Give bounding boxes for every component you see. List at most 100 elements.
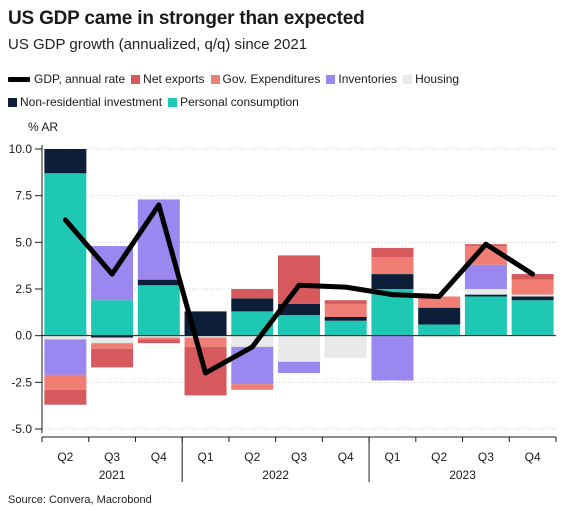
- x-tick-label: Q2: [431, 450, 447, 464]
- bar-segment-non-residential-investment: [137, 279, 180, 286]
- legend-swatch-housing: [403, 75, 413, 84]
- bar-segment-gov-expenditures: [511, 279, 554, 295]
- bar-segment-housing: [231, 335, 274, 347]
- x-axis: Q2 Q3 Q4 Q1 Q2 Q3 Q4 Q1 Q2 Q3 Q4 2021 2022 2023: [41, 436, 557, 482]
- legend-label-housing: Housing: [415, 72, 460, 86]
- bar-segment-housing: [464, 289, 507, 295]
- bar-segment-non-residential-investment: [511, 296, 554, 301]
- year-label: 2023: [449, 468, 476, 482]
- bar-segment-inventories: [278, 361, 320, 373]
- legend-item-net-exports: Net exports: [131, 68, 205, 91]
- legend-item-gdp: GDP, annual rate: [8, 68, 125, 91]
- bar-segment-gov-expenditures: [371, 257, 414, 275]
- year-label: 2022: [262, 468, 289, 482]
- chart-title: US GDP came in stronger than expected: [8, 8, 365, 29]
- bar-segment-personal-consumption: [44, 173, 87, 336]
- bar-segment-non-residential-investment: [464, 294, 507, 297]
- legend-swatch-non-residential: [8, 98, 17, 107]
- year-label: 2021: [99, 468, 126, 482]
- bar-segment-personal-consumption: [278, 315, 320, 336]
- bar-segment-inventories: [44, 339, 87, 375]
- bar-segment-personal-consumption: [511, 300, 554, 336]
- legend-label-gov-expenditures: Gov. Expenditures: [222, 72, 321, 86]
- chart-plot: % AR 10.0 7.5 5.0 2.5 0.0 -2.5 -5.0 Q2 Q3 Q4 Q1 Q2…: [9, 120, 557, 482]
- bar-segment-personal-consumption: [464, 296, 507, 336]
- bar-segment-net-exports: [371, 247, 414, 258]
- bar-segment-net-exports: [231, 289, 274, 299]
- y-tick-label: 2.5: [15, 282, 32, 296]
- bar-segment-housing: [278, 335, 320, 362]
- bar-segment-net-exports: [44, 389, 87, 405]
- legend-label-personal-consumption: Personal consumption: [180, 95, 299, 109]
- bar-segment-non-residential-investment: [418, 307, 461, 325]
- bar-segment-net-exports: [91, 348, 134, 368]
- x-tick-label: Q3: [104, 450, 120, 464]
- bar-segment-housing: [324, 335, 367, 359]
- bar-segment-housing: [418, 335, 461, 338]
- x-tick-label: Q4: [338, 450, 354, 464]
- x-tick-label: Q3: [478, 450, 494, 464]
- bar-segment-housing: [137, 335, 180, 338]
- bar-segment-non-residential-investment: [324, 317, 367, 321]
- y-axis-unit-label: % AR: [28, 120, 58, 134]
- chart-subtitle: US GDP growth (annualized, q/q) since 20…: [8, 36, 308, 53]
- y-tick-label: 5.0: [15, 235, 32, 249]
- bar-segment-gov-expenditures: [91, 343, 134, 349]
- x-tick-label: Q4: [151, 450, 167, 464]
- legend-row-1: GDP, annual rate Net exports Gov. Expend…: [8, 68, 558, 91]
- bar-segment-housing: [91, 337, 134, 344]
- bar-segment-gov-expenditures: [184, 337, 227, 347]
- x-tick-label: Q2: [244, 450, 260, 464]
- y-tick-label: 7.5: [15, 189, 32, 203]
- y-tick-label: -2.5: [11, 375, 32, 389]
- bar-segment-net-exports: [278, 255, 320, 304]
- legend-label-inventories: Inventories: [338, 72, 398, 86]
- x-tick-label: Q3: [291, 450, 307, 464]
- bar-segment-net-exports: [511, 274, 554, 280]
- bar-segment-net-exports: [324, 300, 367, 304]
- bar-segment-gov-expenditures: [231, 384, 274, 390]
- y-tick-label: -5.0: [11, 422, 32, 436]
- bar-segment-housing: [44, 335, 87, 340]
- bar-segment-personal-consumption: [418, 324, 461, 336]
- bar-segment-housing: [511, 294, 554, 297]
- bar-segment-non-residential-investment: [231, 298, 274, 312]
- legend-swatch-gov-expenditures: [210, 75, 220, 84]
- y-axis-ticks: 10.0 7.5 5.0 2.5 0.0 -2.5 -5.0: [9, 142, 43, 436]
- legend-item-personal-consumption: Personal consumption: [168, 91, 299, 114]
- bar-segment-gov-expenditures: [324, 303, 367, 317]
- bar-segment-non-residential-investment: [371, 274, 414, 289]
- source-note: Source: Convera, Macrobond: [8, 494, 152, 506]
- chart-legend: GDP, annual rate Net exports Gov. Expend…: [8, 68, 558, 114]
- y-tick-label: 10.0: [9, 142, 33, 156]
- y-tick-label: 0.0: [15, 329, 32, 343]
- bar-segment-net-exports: [137, 339, 180, 344]
- legend-swatch-net-exports: [131, 75, 141, 84]
- legend-swatch-inventories: [326, 75, 336, 84]
- bar-segment-personal-consumption: [91, 300, 134, 336]
- legend-item-inventories: Inventories: [326, 68, 397, 91]
- bars: [44, 149, 554, 405]
- bar-segment-non-residential-investment: [91, 335, 134, 338]
- bar-segment-housing: [184, 335, 227, 338]
- legend-swatch-personal-consumption: [168, 98, 178, 107]
- legend-label-gdp: GDP, annual rate: [34, 72, 126, 86]
- bar-segment-inventories: [464, 264, 507, 289]
- bar-segment-gov-expenditures: [137, 337, 180, 340]
- gdp-line: [62, 202, 536, 376]
- legend-item-gov-expenditures: Gov. Expenditures: [210, 68, 321, 91]
- bar-segment-non-residential-investment: [44, 149, 87, 174]
- legend-label-net-exports: Net exports: [143, 72, 205, 86]
- legend-item-housing: Housing: [403, 68, 459, 91]
- bar-segment-inventories: [371, 335, 414, 381]
- bar-segment-personal-consumption: [324, 320, 367, 336]
- x-tick-label: Q1: [384, 450, 400, 464]
- legend-row-2: Non-residential investment Personal cons…: [8, 91, 558, 114]
- bar-segment-personal-consumption: [137, 285, 180, 336]
- bar-segment-non-residential-investment: [278, 303, 320, 316]
- x-tick-label: Q1: [198, 450, 214, 464]
- bar-segment-gov-expenditures: [44, 374, 87, 390]
- x-tick-label: Q2: [57, 450, 73, 464]
- bar-segment-gov-expenditures: [418, 296, 461, 308]
- legend-label-non-residential: Non-residential investment: [20, 95, 163, 109]
